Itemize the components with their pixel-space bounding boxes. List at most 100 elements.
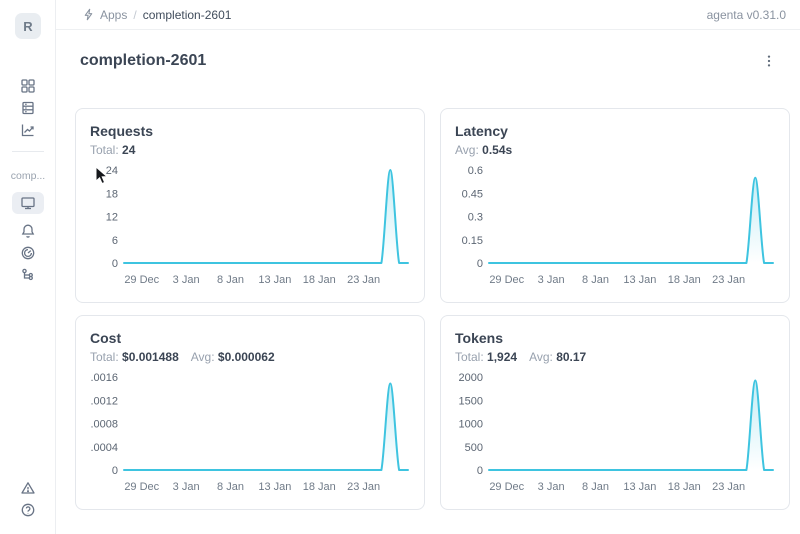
- page-header: completion-2601: [56, 44, 800, 78]
- svg-text:13 Jan: 13 Jan: [258, 481, 291, 493]
- bolt-icon: [82, 8, 95, 21]
- sidebar-item-observability[interactable]: [12, 192, 44, 214]
- cost-card: Cost Total: $0.001488 Avg: $0.000062 0 0.…: [75, 315, 425, 510]
- question-circle-icon: [20, 502, 36, 518]
- table-icon: [20, 100, 36, 116]
- svg-text:0: 0: [477, 465, 483, 477]
- requests-card: Requests Total: 24 0 6 12 18 24 29 Dec 3 Jan 8 …: [75, 108, 425, 303]
- sidebar-item-help[interactable]: [12, 499, 44, 521]
- page-title: completion-2601: [80, 52, 207, 69]
- svg-text:3 Jan: 3 Jan: [538, 481, 565, 493]
- sidebar-app-label: comp...: [10, 170, 46, 182]
- svg-text:23 Jan: 23 Jan: [712, 481, 745, 493]
- workspace-avatar[interactable]: R: [15, 13, 41, 39]
- card-title: Tokens: [455, 330, 503, 346]
- stat-label: Total:: [90, 350, 119, 364]
- stat-label: Avg:: [190, 350, 215, 364]
- svg-text:29 Dec: 29 Dec: [489, 274, 524, 286]
- svg-text:8 Jan: 8 Jan: [217, 481, 244, 493]
- svg-text:13 Jan: 13 Jan: [623, 274, 656, 286]
- breadcrumb: Apps / completion-2601: [82, 8, 231, 22]
- stat-label: Avg:: [455, 143, 479, 157]
- svg-text:2000: 2000: [459, 372, 483, 384]
- svg-text:18 Jan: 18 Jan: [668, 274, 701, 286]
- svg-text:1500: 1500: [459, 395, 483, 407]
- stat-value: 24: [122, 143, 136, 157]
- svg-text:18 Jan: 18 Jan: [668, 481, 701, 493]
- latency-card: Latency Avg: 0.54s 0 0.15 0.3 0.45 0.6 29 Dec…: [440, 108, 790, 303]
- stat-value: 1,924: [487, 350, 518, 364]
- svg-text:0: 0: [477, 258, 483, 270]
- requests-chart[interactable]: 0 6 12 18 24 29 Dec 3 Jan 8 Jan 13 Jan 18 Jan 23 J…: [90, 161, 412, 299]
- svg-text:0.6: 0.6: [468, 165, 483, 177]
- warning-triangle-icon: [20, 480, 36, 496]
- stat-label: Total:: [90, 143, 119, 157]
- card-title: Cost: [90, 330, 122, 346]
- svg-text:29 Dec: 29 Dec: [124, 481, 159, 493]
- sidebar-divider: [12, 151, 44, 152]
- svg-text:18 Jan: 18 Jan: [303, 481, 336, 493]
- breadcrumb-apps-link[interactable]: Apps: [82, 8, 127, 22]
- more-options-button[interactable]: [758, 50, 780, 72]
- tokens-chart[interactable]: 0 500 1000 1500 2000 29 Dec 3 Jan 8 Jan 13 Jan 18…: [455, 368, 777, 506]
- svg-text:0.45: 0.45: [462, 188, 483, 200]
- svg-text:3 Jan: 3 Jan: [538, 274, 565, 286]
- breadcrumb-separator: /: [133, 7, 137, 22]
- svg-text:0.0004: 0.0004: [90, 442, 118, 454]
- card-stats: Total: $0.001488 Avg: $0.000062: [90, 350, 412, 364]
- latency-chart[interactable]: 0 0.15 0.3 0.45 0.6 29 Dec 3 Jan 8 Jan 13 Jan 18 …: [455, 161, 777, 299]
- stat-value: 80.17: [556, 350, 587, 364]
- svg-text:13 Jan: 13 Jan: [623, 481, 656, 493]
- sidebar-item-testsets[interactable]: [12, 97, 44, 119]
- svg-text:23 Jan: 23 Jan: [347, 481, 380, 493]
- sidebar: R: [0, 0, 56, 534]
- topbar: Apps / completion-2601 agenta v0.31.0: [56, 0, 800, 30]
- svg-text:23 Jan: 23 Jan: [347, 274, 380, 286]
- svg-text:0.0012: 0.0012: [90, 395, 118, 407]
- svg-text:0.0016: 0.0016: [90, 372, 118, 384]
- stat-label: Total:: [455, 350, 484, 364]
- svg-text:18 Jan: 18 Jan: [303, 274, 336, 286]
- card-title: Latency: [455, 123, 508, 139]
- stat-value: 0.54s: [482, 143, 513, 157]
- svg-text:18: 18: [106, 188, 118, 200]
- svg-text:8 Jan: 8 Jan: [582, 481, 609, 493]
- svg-text:29 Dec: 29 Dec: [489, 481, 524, 493]
- breadcrumb-current: completion-2601: [142, 7, 232, 22]
- svg-text:0: 0: [112, 465, 118, 477]
- svg-text:8 Jan: 8 Jan: [582, 274, 609, 286]
- stat-value: $0.000062: [217, 350, 275, 364]
- sidebar-item-evaluations[interactable]: [12, 119, 44, 141]
- sidebar-item-dashboard[interactable]: [12, 242, 44, 264]
- card-title: Requests: [90, 123, 154, 139]
- sidebar-item-alerts[interactable]: [12, 220, 44, 242]
- monitor-icon: [20, 195, 36, 211]
- svg-text:0: 0: [112, 258, 118, 270]
- svg-text:29 Dec: 29 Dec: [124, 274, 159, 286]
- breadcrumb-root-label: Apps: [100, 7, 128, 22]
- kebab-icon: [762, 54, 776, 68]
- grid-icon: [20, 78, 36, 94]
- svg-text:3 Jan: 3 Jan: [173, 274, 200, 286]
- cost-chart[interactable]: 0 0.0004 0.0008 0.0012 0.0016 29 Dec 3 Jan 8 Ja…: [84, 368, 412, 506]
- sidebar-item-apps[interactable]: [12, 75, 44, 97]
- svg-text:0.15: 0.15: [462, 235, 483, 247]
- bell-icon: [20, 223, 36, 239]
- line-chart-icon: [20, 122, 36, 138]
- stat-label: Avg:: [529, 350, 553, 364]
- svg-text:0.3: 0.3: [468, 212, 483, 224]
- svg-text:8 Jan: 8 Jan: [217, 274, 244, 286]
- sidebar-item-traces[interactable]: [12, 264, 44, 286]
- stat-value: $0.001488: [122, 350, 179, 364]
- gauge-icon: [20, 245, 36, 261]
- svg-text:23 Jan: 23 Jan: [712, 274, 745, 286]
- svg-text:24: 24: [106, 165, 118, 177]
- sidebar-item-status[interactable]: [12, 477, 44, 499]
- tree-icon: [20, 267, 36, 283]
- card-stats: Avg: 0.54s: [455, 143, 777, 157]
- card-stats: Total: 24: [90, 143, 412, 157]
- svg-text:500: 500: [465, 442, 483, 454]
- tokens-card: Tokens Total: 1,924 Avg: 80.17 0 500 1000 1…: [440, 315, 790, 510]
- svg-text:0.0008: 0.0008: [90, 419, 118, 431]
- svg-text:3 Jan: 3 Jan: [173, 481, 200, 493]
